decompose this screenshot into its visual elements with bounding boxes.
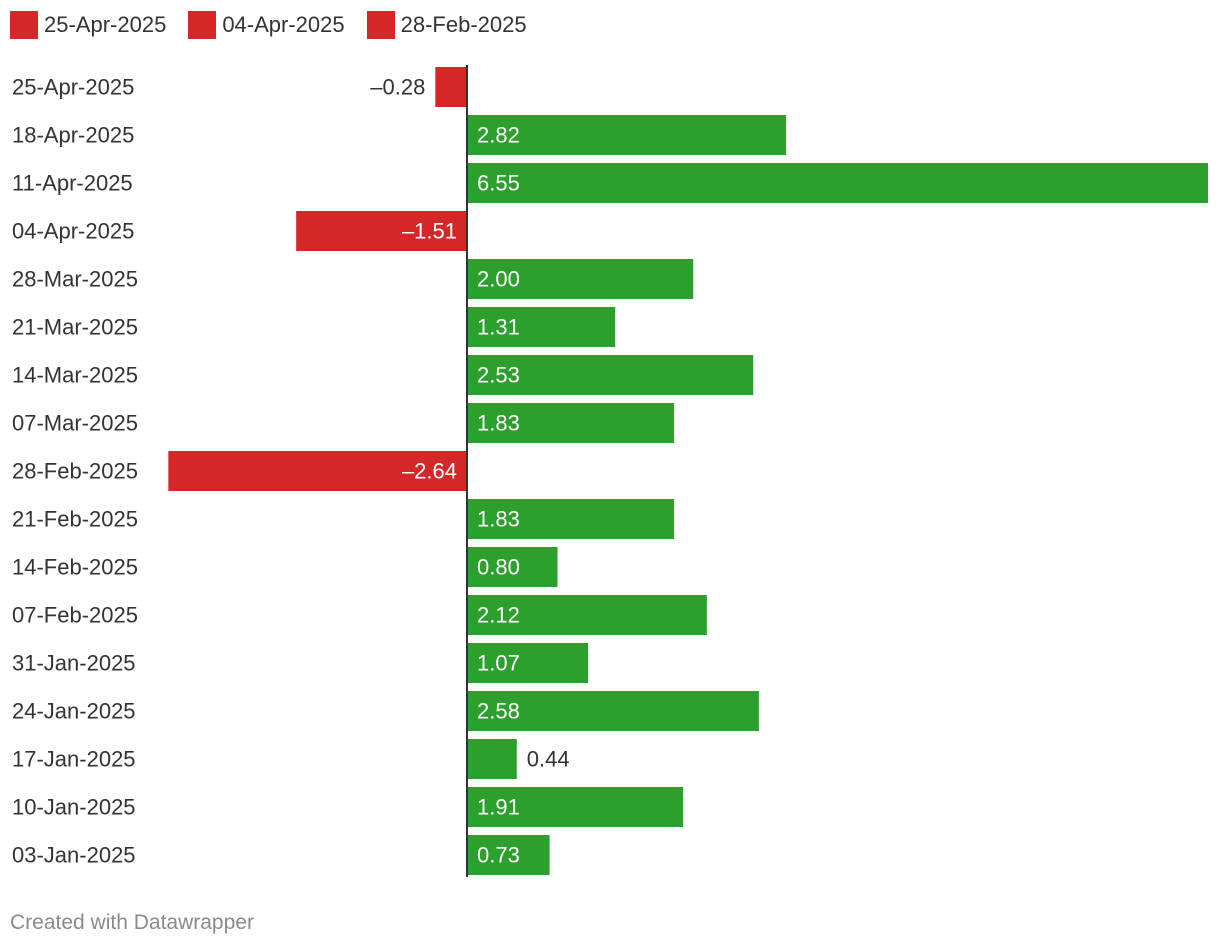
bar — [467, 115, 787, 155]
category-label: 07-Feb-2025 — [12, 603, 138, 628]
bar — [467, 547, 558, 587]
category-label: 11-Apr-2025 — [12, 171, 133, 196]
bar — [467, 307, 616, 347]
category-label: 17-Jan-2025 — [12, 747, 136, 772]
bar — [467, 787, 684, 827]
category-label: 25-Apr-2025 — [12, 75, 134, 100]
chart-legend: 25-Apr-2025 04-Apr-2025 28-Feb-2025 — [10, 10, 549, 40]
value-label: –1.51 — [402, 219, 457, 244]
value-label: –2.64 — [402, 459, 457, 484]
value-label: 0.80 — [477, 555, 520, 580]
value-label: 0.44 — [527, 747, 570, 772]
legend-item: 25-Apr-2025 — [10, 11, 166, 39]
bar — [467, 355, 754, 395]
legend-label: 25-Apr-2025 — [44, 12, 167, 37]
value-label: 6.55 — [477, 171, 520, 196]
bar — [168, 451, 467, 491]
bar — [467, 595, 707, 635]
value-label: 2.82 — [477, 123, 520, 148]
value-label: 0.73 — [477, 843, 520, 868]
bar — [467, 835, 550, 875]
value-label: 1.91 — [477, 795, 520, 820]
value-label: 1.83 — [477, 411, 520, 436]
bar — [467, 691, 759, 731]
bar — [467, 643, 589, 683]
value-label: 1.31 — [477, 315, 520, 340]
category-label: 24-Jan-2025 — [12, 699, 136, 724]
value-label: 2.00 — [477, 267, 520, 292]
category-label: 21-Mar-2025 — [12, 315, 138, 340]
legend-swatch — [366, 11, 395, 39]
value-label: 2.58 — [477, 699, 520, 724]
bar — [467, 499, 675, 539]
bar — [467, 403, 675, 443]
bar-chart: 25-Apr-2025 –0.28 18-Apr-2025 2.82 11-Apr-20… — [12, 65, 1208, 877]
category-label: 18-Apr-2025 — [12, 123, 134, 148]
category-label: 31-Jan-2025 — [12, 651, 136, 676]
bar — [467, 739, 517, 779]
bar — [467, 163, 1208, 203]
legend-item: 04-Apr-2025 — [188, 11, 345, 39]
legend-label: 04-Apr-2025 — [222, 12, 345, 37]
category-label: 28-Mar-2025 — [12, 267, 138, 292]
legend-label: 28-Feb-2025 — [400, 12, 527, 37]
category-label: 03-Jan-2025 — [12, 843, 136, 868]
value-label: –0.28 — [370, 75, 425, 100]
category-label: 04-Apr-2025 — [12, 219, 134, 244]
category-label: 14-Feb-2025 — [12, 555, 138, 580]
value-label: 2.12 — [477, 603, 520, 628]
footer-credit: Created with Datawrapper — [10, 911, 254, 934]
category-label: 21-Feb-2025 — [12, 507, 138, 532]
bar — [467, 259, 694, 299]
bar — [435, 67, 467, 107]
category-label: 28-Feb-2025 — [12, 459, 138, 484]
bar — [296, 211, 467, 251]
value-label: 1.07 — [477, 651, 520, 676]
category-label: 14-Mar-2025 — [12, 363, 138, 388]
category-label: 07-Mar-2025 — [12, 411, 138, 436]
category-label: 10-Jan-2025 — [12, 795, 136, 820]
value-label: 1.83 — [477, 507, 520, 532]
legend-item: 28-Feb-2025 — [366, 11, 527, 39]
legend-swatch — [10, 11, 38, 39]
value-label: 2.53 — [477, 363, 520, 388]
legend-swatch — [188, 11, 217, 39]
